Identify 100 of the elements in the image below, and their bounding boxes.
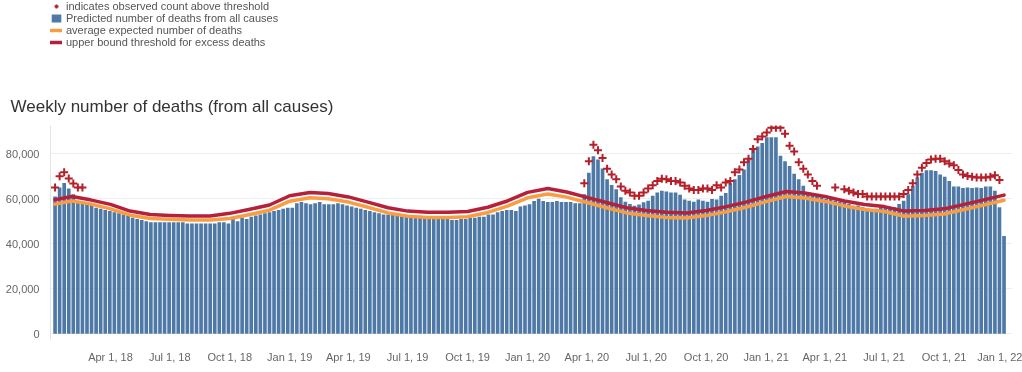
bar (208, 223, 213, 334)
bar (176, 222, 181, 334)
x-tick-label: Apr 1, 19 (326, 350, 371, 363)
bar (62, 182, 67, 334)
bar (135, 218, 140, 334)
bar (833, 200, 838, 334)
bar (504, 209, 509, 334)
bar (929, 170, 933, 334)
x-tick-label: Oct 1, 18 (207, 350, 253, 363)
x-tick-label: Apr 1, 18 (88, 350, 133, 363)
bar (85, 202, 89, 334)
bar (555, 200, 559, 334)
bar (687, 200, 692, 334)
bar (596, 159, 600, 334)
y-tick-label: 40,000 (5, 237, 40, 250)
bar (409, 216, 413, 334)
bar (98, 208, 103, 334)
bar (847, 203, 851, 334)
bar (942, 176, 947, 334)
x-tick-label: Jan 1, 21 (743, 350, 789, 363)
x-tick-label: Jul 1, 20 (625, 350, 668, 363)
bar (837, 201, 842, 334)
bar (336, 203, 340, 334)
bar (920, 172, 924, 334)
bar (993, 190, 997, 334)
bar (263, 213, 267, 334)
legend-label: Predicted number of deaths from all causes (66, 12, 279, 24)
bar (317, 202, 322, 334)
bar (728, 183, 733, 334)
bar (764, 137, 769, 334)
line-series (53, 192, 1006, 222)
bar (290, 207, 295, 334)
bar (395, 215, 400, 334)
bar (326, 204, 331, 334)
x-tick-label: Oct 1, 21 (921, 350, 967, 363)
bar (117, 213, 121, 334)
bar (472, 217, 477, 334)
x-tick-label: Apr 1, 20 (564, 350, 610, 363)
bar (231, 218, 235, 334)
bar (304, 203, 308, 334)
x-tick-label: Oct 1, 19 (445, 350, 490, 363)
bar (386, 214, 390, 334)
bar (399, 215, 404, 334)
bar (363, 209, 368, 334)
bar (345, 205, 349, 334)
bar (158, 222, 162, 334)
bar (888, 207, 892, 334)
bar (983, 186, 988, 334)
bar (358, 208, 363, 334)
bar (431, 218, 436, 334)
bar (459, 218, 463, 334)
bar (691, 201, 696, 334)
bar (545, 202, 550, 334)
legend-label: indicates observed count above threshold (66, 0, 270, 12)
bar (491, 214, 495, 334)
bar (180, 222, 185, 334)
bar (107, 211, 112, 334)
x-tick-label: Jan 1, 19 (267, 350, 313, 363)
bar (979, 188, 984, 334)
bar (541, 200, 546, 334)
bar (103, 209, 108, 334)
bar (678, 194, 682, 334)
bar (468, 217, 473, 334)
chart-title: Weekly number of deaths (from all causes) (10, 96, 334, 116)
bar (482, 216, 486, 334)
bar (637, 204, 641, 334)
bar (961, 188, 965, 334)
legend-label: average expected number of deaths (66, 24, 243, 36)
x-tick-label: Apr 1, 21 (802, 350, 848, 363)
y-tick-label: 20,000 (5, 282, 40, 295)
bar (824, 198, 828, 334)
x-tick-label: Jan 1, 20 (504, 350, 551, 363)
x-tick-label: Jul 1, 19 (386, 350, 429, 363)
bar (509, 209, 514, 334)
bar (190, 223, 194, 334)
bar (564, 202, 568, 334)
x-tick-label: Jan 1, 22 (977, 350, 1022, 363)
bar (628, 203, 632, 334)
line-series (53, 186, 1006, 218)
y-tick-label: 60,000 (5, 192, 40, 205)
bar (212, 223, 217, 334)
x-tick-label: Oct 1, 20 (683, 350, 729, 363)
bar (450, 220, 454, 334)
y-tick-label: 80,000 (5, 147, 40, 160)
bar (144, 221, 149, 334)
bar (272, 211, 276, 334)
bar (244, 218, 249, 334)
bar (532, 200, 536, 334)
bar (249, 216, 254, 334)
bar (436, 218, 441, 334)
bar (856, 205, 860, 334)
bar (285, 207, 290, 334)
bar (897, 203, 901, 334)
bar (171, 222, 176, 334)
bar (377, 213, 381, 334)
y-tick-label: 0 (33, 327, 40, 340)
bar (869, 209, 874, 334)
bar (614, 189, 619, 334)
x-tick-label: Jul 1, 21 (863, 350, 905, 363)
bar (710, 198, 714, 334)
